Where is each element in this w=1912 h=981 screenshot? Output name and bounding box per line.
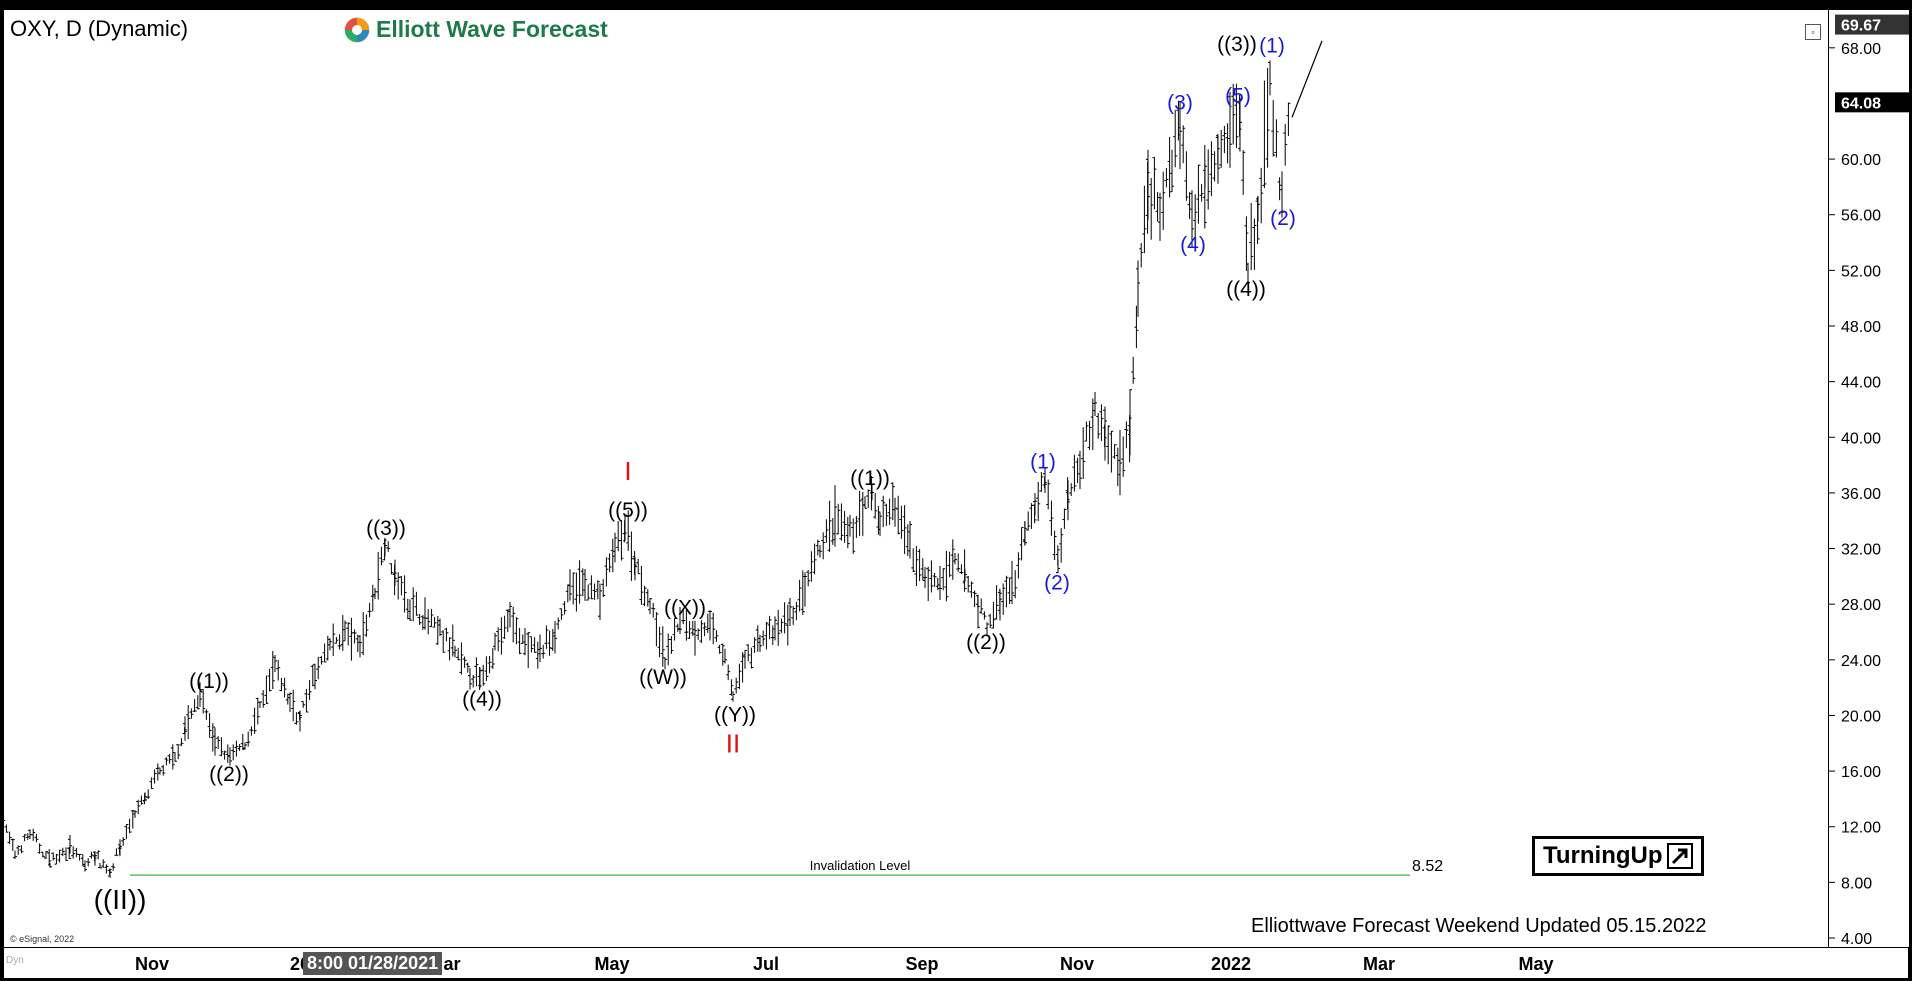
y-tick-label: 60.00 bbox=[1841, 152, 1881, 169]
wave-label: ((3)) bbox=[1217, 33, 1257, 56]
y-tick-label: 8.00 bbox=[1841, 875, 1872, 892]
y-tick-label: 24.00 bbox=[1841, 653, 1881, 670]
wave-label: I bbox=[624, 456, 631, 486]
price-marker-label: 64.08 bbox=[1841, 95, 1881, 112]
wave-label: ((1)) bbox=[850, 467, 890, 490]
invalidation-label: Invalidation Level bbox=[810, 858, 911, 873]
invalidation-value: 8.52 bbox=[1412, 858, 1443, 875]
y-tick-label: 40.00 bbox=[1841, 430, 1881, 447]
wave-label: ((4)) bbox=[1226, 278, 1266, 301]
wave-label: (5) bbox=[1225, 84, 1251, 107]
price-marker-label: 69.67 bbox=[1841, 18, 1881, 35]
wave-label: ((Y)) bbox=[714, 703, 756, 726]
ohlc-bars bbox=[0, 60, 1291, 878]
time-axis-svg: Nov 20 ar May Jul Sep Nov 2022 Mar May bbox=[135, 954, 1554, 974]
y-tick-label: 32.00 bbox=[1841, 542, 1881, 559]
price-chart[interactable]: Invalidation Level 8.52 ((II)) ((1)) ((2)) ((… bbox=[0, 10, 1828, 947]
logo-text: Elliott Wave Forecast bbox=[376, 16, 608, 42]
y-tick-label: 12.00 bbox=[1841, 820, 1881, 837]
x-tick-label: Jul bbox=[753, 954, 779, 974]
y-tick-label: 28.00 bbox=[1841, 597, 1881, 614]
updated-text: Elliottwave Forecast Weekend Updated 05.… bbox=[1251, 915, 1707, 937]
dyn-label: Dyn bbox=[6, 955, 24, 966]
plot-area[interactable]: Invalidation Level 8.52 ((II)) ((1)) ((2)) ((… bbox=[0, 10, 1828, 947]
turning-up-badge: TurningUp bbox=[1532, 836, 1704, 876]
x-tick-label: Mar bbox=[1363, 954, 1395, 974]
wave-label: ((W)) bbox=[639, 666, 687, 689]
y-tick-label: 68.00 bbox=[1841, 41, 1881, 58]
arrow-up-right-icon bbox=[1666, 843, 1693, 869]
wave-label: ((5)) bbox=[608, 499, 648, 522]
y-tick-label: 20.00 bbox=[1841, 708, 1881, 725]
price-axis-svg: 4.00 8.00 12.00 16.00 20.00 24.00 28.00 32.00 36… bbox=[1829, 14, 1909, 948]
symbol-label: OXY, D (Dynamic) bbox=[10, 16, 189, 41]
y-tick-label: 48.00 bbox=[1841, 319, 1881, 336]
y-tick-label: 16.00 bbox=[1841, 764, 1881, 781]
wave-label: ((1)) bbox=[189, 670, 229, 693]
x-tick-label: Nov bbox=[1060, 954, 1094, 974]
y-tick-label: 52.00 bbox=[1841, 263, 1881, 280]
x-tick-label: ar bbox=[443, 954, 460, 974]
wave-label: ((2)) bbox=[966, 631, 1006, 654]
wave-label: (3) bbox=[1167, 91, 1193, 114]
y-tick-label: 4.00 bbox=[1841, 931, 1872, 947]
x-tick-label: Nov bbox=[135, 954, 169, 974]
x-tick-label: May bbox=[1518, 954, 1553, 974]
logo: Elliott Wave Forecast bbox=[344, 16, 608, 43]
price-marker bbox=[1835, 14, 1909, 35]
projection-line bbox=[1291, 40, 1323, 118]
restore-icon[interactable]: ▫ bbox=[1805, 24, 1821, 40]
y-tick-label: 56.00 bbox=[1841, 208, 1881, 225]
y-tick-label: 36.00 bbox=[1841, 486, 1881, 503]
logo-icon bbox=[344, 17, 370, 42]
copyright: © eSignal, 2022 bbox=[10, 934, 75, 944]
x-tick-label: May bbox=[594, 954, 629, 974]
wave-label: (2) bbox=[1270, 207, 1296, 230]
turning-up-label: TurningUp bbox=[1543, 842, 1663, 869]
price-marker bbox=[1835, 92, 1909, 113]
wave-label: (4) bbox=[1180, 233, 1206, 256]
wave-label: ((2)) bbox=[209, 763, 249, 786]
time-axis[interactable]: Nov 20 ar May Jul Sep Nov 2022 Mar May bbox=[4, 947, 1908, 978]
price-axis[interactable]: 4.00 8.00 12.00 16.00 20.00 24.00 28.00 32.00 36… bbox=[1828, 10, 1909, 948]
wave-label: ((II)) bbox=[94, 884, 147, 915]
x-tick-label: 2022 bbox=[1211, 954, 1251, 974]
wave-label: (1) bbox=[1030, 450, 1056, 473]
wave-label: ((X)) bbox=[664, 596, 706, 619]
crosshair-date-label: 8:00 01/28/2021 bbox=[303, 952, 443, 975]
wave-label: ((4)) bbox=[462, 688, 502, 711]
wave-label: II bbox=[726, 728, 740, 758]
wave-label: (1) bbox=[1259, 34, 1285, 57]
wave-label: ((3)) bbox=[366, 517, 406, 540]
y-tick-label: 44.00 bbox=[1841, 375, 1881, 392]
wave-label: (2) bbox=[1044, 571, 1070, 594]
x-tick-label: Sep bbox=[905, 954, 938, 974]
